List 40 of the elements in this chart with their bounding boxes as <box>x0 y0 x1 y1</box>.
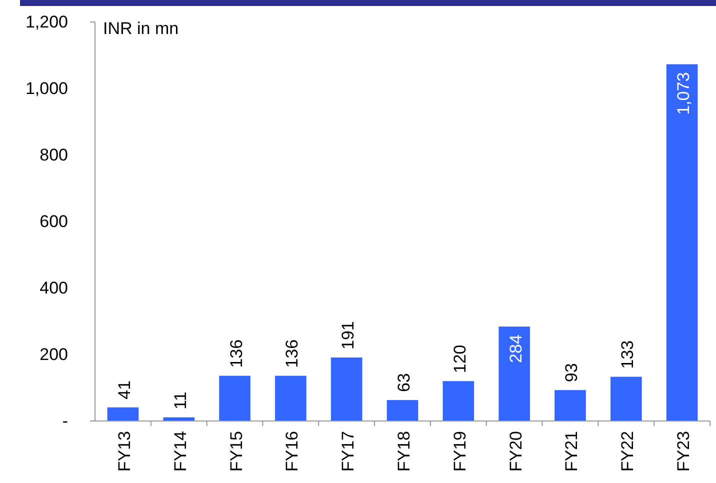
data-label: 63 <box>394 373 414 392</box>
y-tick-label: 800 <box>40 146 68 164</box>
bar <box>107 407 139 421</box>
y-tick-label: 600 <box>40 212 68 231</box>
data-label: 1,073 <box>674 72 694 115</box>
data-label: 11 <box>170 392 190 410</box>
y-tick-label: 1,000 <box>25 79 68 98</box>
data-label: 133 <box>618 340 638 369</box>
bar <box>219 376 250 421</box>
bar <box>554 390 586 421</box>
data-label: 41 <box>114 380 134 400</box>
x-tick-label: FY14 <box>170 431 190 472</box>
x-tick-label: FY16 <box>282 431 302 472</box>
data-label: 136 <box>226 339 246 368</box>
bar <box>330 357 362 421</box>
data-label: 136 <box>282 339 302 368</box>
bar <box>498 326 530 421</box>
bar <box>442 381 474 421</box>
x-tick-label: FY23 <box>674 431 694 472</box>
data-label: 191 <box>338 321 358 350</box>
x-tick-label: FY15 <box>226 431 246 472</box>
bar <box>610 376 642 421</box>
x-tick-label: FY19 <box>450 431 470 472</box>
bar <box>386 400 418 421</box>
y-tick-label: 400 <box>40 278 68 298</box>
x-tick-label: FY18 <box>394 431 414 472</box>
x-tick-label: FY20 <box>506 431 526 472</box>
x-tick-label: FY13 <box>114 431 134 472</box>
y-tick-label: 1,200 <box>25 12 68 32</box>
x-tick-label: FY21 <box>562 431 582 472</box>
data-label: 93 <box>562 363 582 382</box>
bar <box>666 64 698 421</box>
bar <box>275 376 306 421</box>
data-label: 120 <box>450 344 470 374</box>
data-label: 284 <box>506 334 526 363</box>
y-axis-title: INR in mn <box>103 19 179 38</box>
x-tick-label: FY22 <box>618 431 638 472</box>
x-tick-label: FY17 <box>338 431 358 472</box>
y-tick-label: - <box>62 412 68 430</box>
y-tick-label: 200 <box>40 345 68 364</box>
